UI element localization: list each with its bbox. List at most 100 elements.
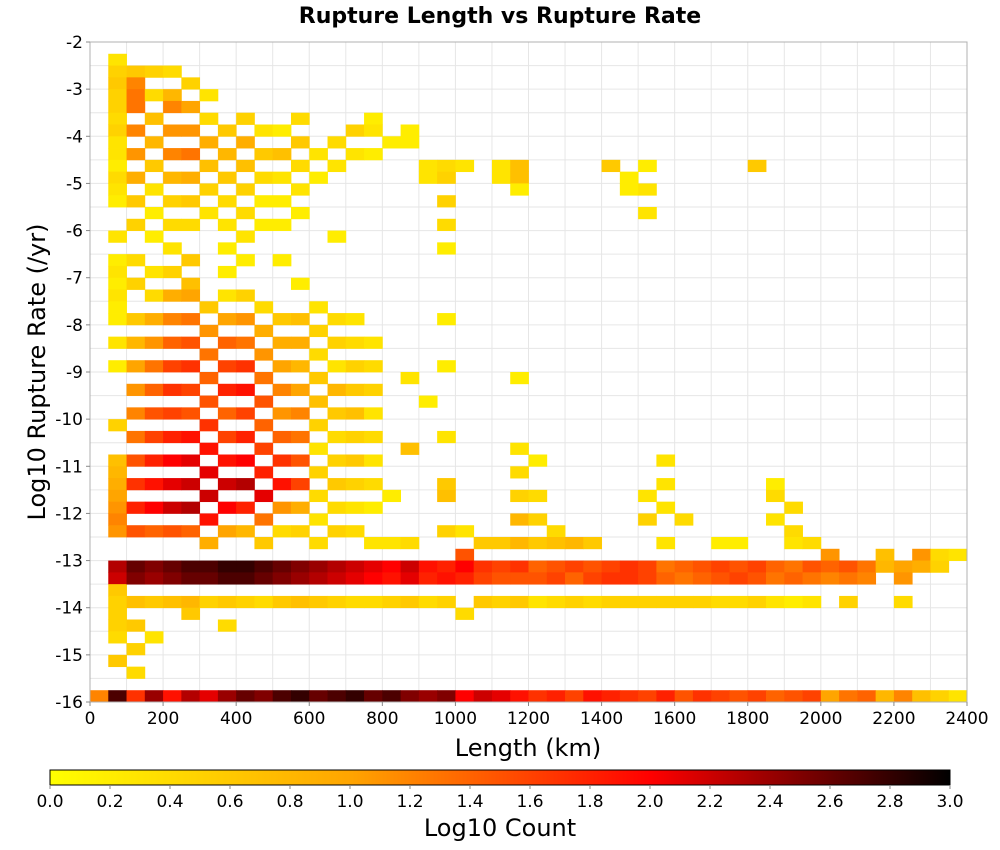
heatmap-cell bbox=[163, 501, 182, 514]
heatmap-cell bbox=[601, 560, 621, 573]
heatmap-cell bbox=[126, 560, 146, 573]
x-tick-label: 1200 bbox=[507, 709, 550, 729]
heatmap-cell bbox=[126, 643, 146, 656]
heatmap-cell bbox=[236, 501, 255, 514]
y-tick-label: -2 bbox=[66, 33, 83, 53]
heatmap-cell bbox=[400, 560, 420, 573]
heatmap-cell bbox=[217, 242, 237, 255]
heatmap-cell bbox=[674, 572, 694, 585]
heatmap-cell bbox=[455, 159, 475, 173]
heatmap-cell bbox=[565, 537, 584, 550]
heatmap-cell bbox=[382, 595, 402, 609]
heatmap-cell bbox=[126, 313, 146, 326]
heatmap-cell bbox=[126, 360, 146, 373]
heatmap-cell bbox=[217, 313, 237, 326]
heatmap-cell bbox=[181, 690, 201, 703]
heatmap-cell bbox=[711, 690, 730, 703]
heatmap-cell bbox=[510, 537, 529, 550]
heatmap-cell bbox=[327, 501, 347, 514]
heatmap-cell bbox=[290, 560, 310, 573]
heatmap-cell bbox=[126, 218, 146, 231]
heatmap-cell bbox=[126, 383, 146, 396]
heatmap-cell bbox=[181, 501, 201, 514]
heatmap-cell bbox=[400, 136, 420, 149]
heatmap-cell bbox=[364, 112, 383, 125]
heatmap-cell bbox=[364, 454, 383, 467]
heatmap-cell bbox=[199, 572, 219, 585]
heatmap-cell bbox=[144, 183, 164, 196]
heatmap-cell bbox=[236, 254, 255, 267]
y-tick-label: -11 bbox=[55, 457, 83, 477]
heatmap-cell bbox=[473, 572, 493, 585]
heatmap-cell bbox=[144, 595, 164, 609]
heatmap-cell bbox=[528, 454, 548, 467]
heatmap-cell bbox=[108, 53, 127, 66]
heatmap-cell bbox=[345, 690, 365, 703]
heatmap-cell bbox=[144, 313, 164, 326]
heatmap-cell bbox=[382, 560, 402, 573]
heatmap-cell bbox=[290, 407, 310, 420]
heatmap-cell bbox=[820, 560, 840, 573]
heatmap-cell bbox=[930, 548, 950, 561]
heatmap-cell bbox=[126, 572, 146, 585]
heatmap-cell bbox=[875, 690, 895, 703]
heatmap-cell bbox=[309, 513, 328, 526]
heatmap-cell bbox=[692, 595, 712, 609]
heatmap-cell bbox=[217, 336, 237, 349]
heatmap-cell bbox=[272, 336, 292, 349]
heatmap-cell bbox=[638, 159, 657, 173]
heatmap-cell bbox=[181, 595, 201, 609]
y-axis-ticks: -16 -15 -14 -13 -12 -11 -10 -9 -8 -7 -6 -5 -4 -3 -2 bbox=[55, 33, 90, 713]
heatmap-cell bbox=[619, 560, 639, 573]
heatmap-cell bbox=[254, 513, 274, 526]
heatmap-cell bbox=[236, 525, 255, 538]
heatmap-cell bbox=[583, 690, 602, 703]
heatmap-cell bbox=[272, 454, 292, 467]
heatmap-cell bbox=[144, 501, 164, 514]
heatmap-cell bbox=[126, 525, 146, 538]
heatmap-cell bbox=[108, 301, 127, 314]
heatmap-cell bbox=[90, 690, 109, 703]
heatmap-cell bbox=[290, 383, 310, 396]
heatmap-cell bbox=[656, 478, 676, 491]
heatmap-cell bbox=[802, 690, 822, 703]
y-tick-label: -3 bbox=[66, 80, 83, 100]
heatmap-cell bbox=[839, 572, 858, 585]
heatmap-cell bbox=[528, 489, 548, 503]
heatmap-cell bbox=[510, 183, 529, 196]
heatmap-cell bbox=[729, 560, 749, 573]
heatmap-cell bbox=[144, 572, 164, 585]
heatmap-cell bbox=[163, 336, 182, 349]
heatmap-cell bbox=[217, 360, 237, 373]
colorbar bbox=[49, 769, 951, 786]
heatmap-cell bbox=[199, 419, 219, 432]
heatmap-cell bbox=[857, 560, 877, 573]
heatmap-cell bbox=[108, 619, 127, 632]
heatmap-cell bbox=[144, 430, 164, 444]
heatmap-cell bbox=[254, 124, 274, 137]
heatmap-cell bbox=[327, 595, 347, 609]
heatmap-cell bbox=[108, 265, 127, 279]
heatmap-cell bbox=[181, 607, 201, 620]
heatmap-cell bbox=[126, 619, 146, 632]
heatmap-cell bbox=[181, 218, 201, 231]
heatmap-cell bbox=[108, 254, 127, 267]
heatmap-cell bbox=[747, 560, 767, 573]
heatmap-cell bbox=[272, 690, 292, 703]
heatmap-cell bbox=[290, 136, 310, 149]
heatmap-cell bbox=[181, 77, 201, 90]
heatmap-cell bbox=[108, 230, 127, 243]
heatmap-cell bbox=[290, 572, 310, 585]
heatmap-cell bbox=[766, 560, 785, 573]
heatmap-cell bbox=[290, 525, 310, 538]
heatmap-cell bbox=[437, 560, 456, 573]
heatmap-cell bbox=[309, 560, 328, 573]
heatmap-cell bbox=[747, 572, 767, 585]
heatmap-cell bbox=[272, 254, 292, 267]
heatmap-cell bbox=[528, 537, 548, 550]
heatmap-cell bbox=[108, 513, 127, 526]
heatmap-cell bbox=[711, 537, 730, 550]
heatmap-cell bbox=[875, 560, 895, 573]
heatmap-cell bbox=[437, 242, 456, 255]
